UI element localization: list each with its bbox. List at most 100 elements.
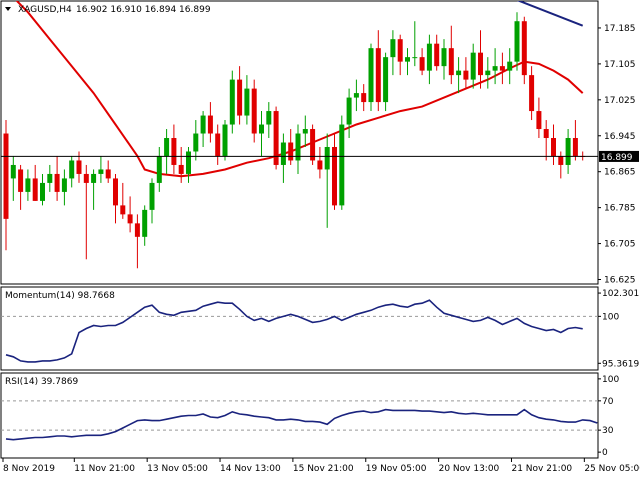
price-y-tick-label: 17.025 [604, 96, 636, 106]
time-tick-label: 21 Nov 21:00 [511, 464, 572, 474]
rsi-y-tick-label: 30 [602, 426, 614, 436]
candle-body [324, 146, 330, 170]
candle-body [288, 142, 294, 161]
candle-body [412, 57, 418, 59]
candle-body [426, 43, 432, 71]
candle-body [572, 138, 578, 156]
ohlc-label: 16.902 16.910 16.894 16.899 [76, 5, 211, 15]
rsi-y-axis: 100 70 30 0 [1, 375, 619, 458]
candle-body [76, 160, 82, 174]
time-tick-label: 19 Nov 05:00 [366, 464, 427, 474]
candle-body [244, 88, 250, 116]
candle-body [237, 79, 243, 116]
price-y-tick-label: 16.785 [604, 204, 636, 214]
candle-body [69, 160, 75, 179]
candle-body [207, 115, 213, 134]
candle-body [295, 133, 301, 161]
candle-body [10, 164, 16, 179]
last-price-tag-bg [599, 150, 639, 162]
candle-body [543, 129, 549, 139]
candle-body [40, 182, 45, 201]
rsi-line [5, 408, 598, 441]
candle-body [302, 129, 308, 134]
candle-body [529, 75, 535, 112]
candle-body [273, 111, 279, 165]
candle-body [353, 93, 359, 98]
price-y-tick-label: 16.945 [604, 132, 636, 142]
candle-body [91, 173, 97, 183]
candle-body [113, 178, 118, 206]
last-price-value: 16.899 [601, 153, 633, 163]
dropdown-triangle-icon[interactable] [5, 7, 11, 11]
candle-body [397, 39, 403, 62]
momentum-label: Momentum(14) 98.7668 [5, 291, 115, 301]
momentum-y-tick-label: 95.3619 [602, 359, 639, 369]
candle-body [251, 88, 257, 134]
symbol-label: XAGUSD,H4 [18, 5, 72, 15]
candle-body [405, 57, 410, 62]
candle-body [470, 52, 476, 80]
candle-body [485, 70, 491, 76]
candle-body [200, 115, 206, 134]
candle-body [222, 124, 228, 156]
candle-body [120, 205, 126, 215]
candle-body [514, 21, 520, 62]
candle-body [419, 57, 425, 71]
momentum-panel-frame [0, 286, 599, 371]
candle-body [61, 178, 67, 192]
candle-body [83, 173, 89, 183]
candle-body [492, 66, 498, 71]
candle-body [507, 61, 513, 71]
candle-body [18, 169, 24, 192]
candle-body [434, 43, 440, 67]
candle-body [332, 146, 337, 206]
candle-body [229, 79, 235, 125]
price-y-tick-label: 17.185 [604, 24, 636, 34]
rsi-y-tick-label: 0 [602, 448, 608, 458]
candle-body [32, 178, 38, 201]
rsi-panel: 100 70 30 0 RSI(14) 39.7869 [0, 372, 619, 459]
time-tick-label: 13 Nov 05:00 [147, 464, 208, 474]
candle-body [215, 133, 221, 156]
candle-body [558, 155, 564, 165]
rsi-y-tick-label: 70 [602, 397, 614, 407]
time-tick-label: 20 Nov 13:00 [439, 464, 500, 474]
price-y-axis: 17.185 17.105 17.025 16.945 16.865 16.785 16.7… [598, 24, 636, 286]
candle-body [127, 214, 133, 224]
candle-body [390, 39, 396, 58]
candle-body [456, 70, 462, 76]
time-tick-label: 11 Nov 21:00 [74, 464, 135, 474]
candle-body [186, 151, 191, 174]
price-y-tick-label: 16.865 [604, 168, 636, 178]
candle-body [98, 169, 104, 174]
candle-body [134, 223, 140, 237]
price-y-tick-label: 16.705 [604, 240, 636, 250]
momentum-line [5, 299, 583, 363]
time-axis: 8 Nov 2019 11 Nov 21:00 13 Nov 05:00 14 Nov… [2, 458, 640, 474]
candle-body [310, 129, 316, 161]
price-y-tick-label: 17.105 [604, 60, 636, 70]
candle-body [3, 133, 9, 219]
time-tick-label: 25 Nov 05:00 [584, 464, 640, 474]
candle-body [521, 21, 527, 76]
candle-body [361, 93, 367, 103]
candle-body [47, 173, 53, 183]
last-price-tag: 16.899 [599, 150, 639, 163]
candle-body [565, 138, 571, 165]
candle-body [156, 155, 162, 183]
momentum-y-tick-label: 100 [602, 312, 619, 322]
candle-body [499, 66, 505, 71]
rsi-label: RSI(14) 39.7869 [5, 377, 78, 387]
price-panel: 17.185 17.105 17.025 16.945 16.865 16.785 16.7… [0, 0, 639, 286]
candle-body [375, 48, 381, 103]
candle-body [171, 138, 177, 165]
candle-body [536, 111, 542, 130]
candle-body [317, 160, 323, 170]
time-tick-label: 14 Nov 13:00 [220, 464, 281, 474]
candle-body [551, 138, 556, 156]
candle-body [25, 178, 31, 192]
candle-body [383, 57, 389, 103]
time-tick-label: 8 Nov 2019 [3, 464, 55, 474]
